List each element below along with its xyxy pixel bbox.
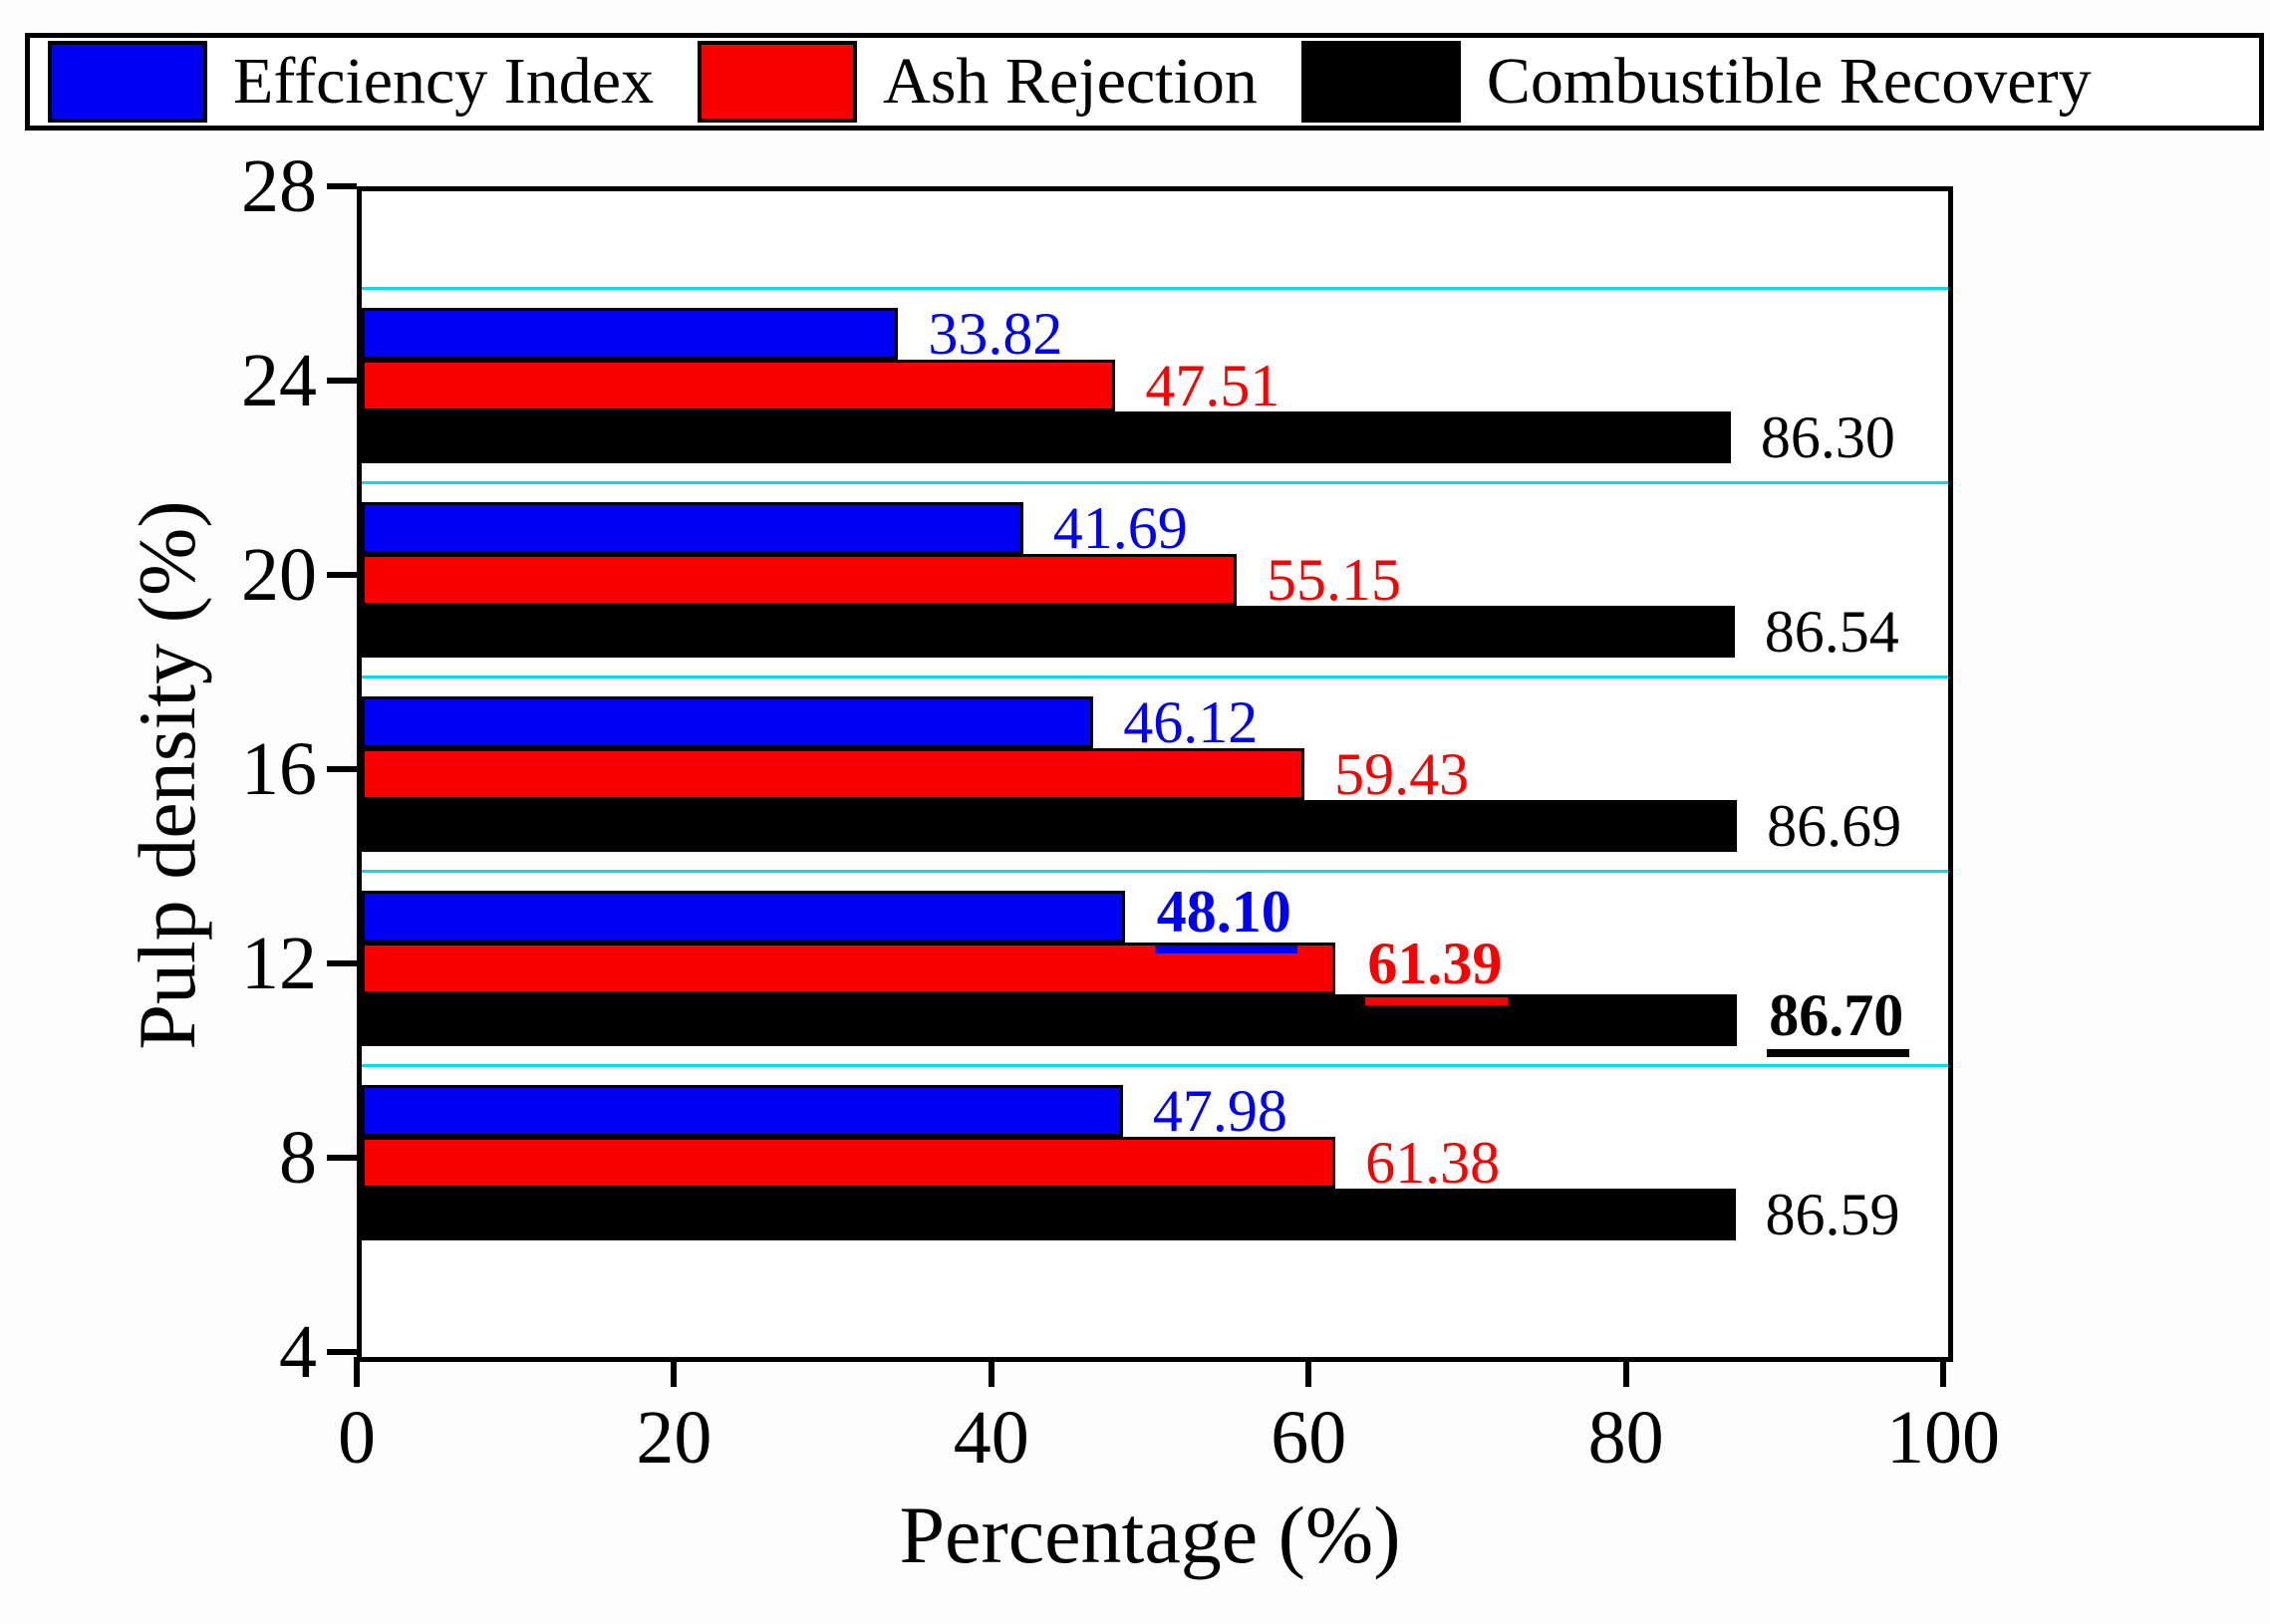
x-tick-label-100: 100 (1886, 1396, 2000, 1480)
x-axis-title: Percentage (%) (899, 1489, 1401, 1580)
x-tick-label-80: 80 (1587, 1396, 1664, 1480)
value-label-combustible-recovery-8: 86.59 (1765, 1181, 1900, 1247)
bar-combustible-recovery-8 (362, 1188, 1736, 1240)
value-label-ash-rejection-20: 55.15 (1266, 547, 1401, 613)
y-tick-mark-8 (327, 1155, 357, 1161)
value-label-combustible-recovery-24: 86.30 (1760, 404, 1895, 470)
legend-item-1: Effciency Index (48, 41, 654, 123)
value-label-effciency-index-16: 46.12 (1123, 689, 1259, 756)
gridline-18 (362, 676, 1948, 678)
x-tick-label-20: 20 (636, 1396, 712, 1480)
gridline-22 (362, 481, 1948, 484)
bar-effciency-index-24 (362, 308, 899, 361)
value-label-effciency-index-12: 48.10 (1154, 880, 1297, 954)
bar-ash-rejection-8 (362, 1137, 1336, 1189)
gridline-10 (362, 1064, 1948, 1067)
x-tick-mark-80 (1622, 1357, 1629, 1387)
value-label-ash-rejection-16: 59.43 (1334, 741, 1470, 807)
bar-ash-rejection-20 (362, 554, 1237, 606)
bar-ash-rejection-24 (362, 360, 1116, 411)
bar-combustible-recovery-16 (362, 799, 1738, 852)
bar-effciency-index-20 (362, 502, 1023, 555)
legend-swatch-icon (698, 41, 858, 123)
x-tick-label-0: 0 (338, 1396, 376, 1480)
value-label-combustible-recovery-12: 86.70 (1767, 983, 1910, 1057)
x-tick-mark-0 (354, 1357, 360, 1387)
y-tick-label-16: 16 (241, 727, 317, 811)
bar-ash-rejection-16 (362, 748, 1305, 800)
bar-effciency-index-8 (362, 1085, 1123, 1138)
bar-effciency-index-12 (362, 891, 1125, 944)
y-tick-label-24: 24 (241, 339, 317, 422)
x-tick-label-60: 60 (1271, 1396, 1347, 1480)
bar-effciency-index-16 (362, 696, 1094, 749)
y-tick-mark-12 (327, 960, 357, 966)
value-label-combustible-recovery-20: 86.54 (1764, 598, 1899, 665)
legend-item-3: Combustible Recovery (1300, 41, 2092, 123)
legend-swatch-icon (1300, 41, 1461, 123)
value-label-ash-rejection-24: 47.51 (1145, 353, 1280, 418)
legend: Effciency Index Ash Rejection Combustible … (25, 33, 2264, 131)
x-tick-mark-40 (988, 1357, 994, 1387)
y-tick-label-28: 28 (241, 144, 317, 228)
gridline-14 (362, 870, 1948, 873)
value-label-effciency-index-24: 33.82 (928, 301, 1063, 368)
x-tick-mark-20 (671, 1357, 678, 1387)
value-label-effciency-index-8: 47.98 (1152, 1078, 1287, 1145)
value-label-combustible-recovery-16: 86.69 (1767, 792, 1902, 859)
y-tick-label-12: 12 (241, 922, 317, 1005)
bar-combustible-recovery-20 (362, 605, 1735, 658)
legend-item-2: Ash Rejection (698, 41, 1258, 123)
bar-combustible-recovery-24 (362, 410, 1731, 463)
y-tick-label-4: 4 (279, 1310, 317, 1394)
y-tick-mark-16 (327, 766, 357, 772)
y-tick-mark-4 (327, 1349, 357, 1355)
bar-combustible-recovery-12 (362, 993, 1738, 1046)
legend-swatch-icon (48, 41, 207, 123)
plot-area: 33.82 47.51 86.30 41.69 55.15 86.54 46.12 59.43… (357, 186, 1953, 1362)
gridline-26 (362, 287, 1948, 290)
y-tick-mark-28 (327, 183, 357, 189)
y-axis-title: Pulp density (%) (122, 500, 212, 1050)
y-tick-label-8: 8 (279, 1116, 317, 1200)
legend-label: Ash Rejection (883, 45, 1258, 118)
value-label-ash-rejection-12: 61.39 (1365, 932, 1509, 1005)
y-tick-mark-20 (327, 572, 357, 578)
x-tick-mark-100 (1940, 1357, 1946, 1387)
x-tick-label-40: 40 (953, 1396, 1029, 1480)
x-tick-mark-60 (1305, 1357, 1312, 1387)
legend-label: Combustible Recovery (1486, 45, 2092, 118)
y-tick-mark-24 (327, 378, 357, 384)
value-label-effciency-index-20: 41.69 (1052, 495, 1188, 562)
y-tick-label-20: 20 (241, 533, 317, 617)
legend-label: Effciency Index (233, 45, 655, 118)
value-label-ash-rejection-8: 61.38 (1365, 1130, 1501, 1196)
